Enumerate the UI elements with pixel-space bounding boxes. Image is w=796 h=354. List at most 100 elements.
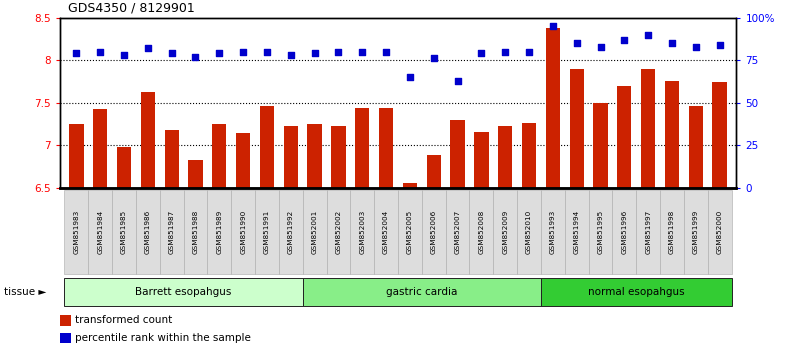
Bar xyxy=(712,82,727,354)
Bar xyxy=(236,133,250,354)
Text: GSM851990: GSM851990 xyxy=(240,210,246,254)
FancyBboxPatch shape xyxy=(541,278,732,306)
Point xyxy=(570,40,583,46)
FancyBboxPatch shape xyxy=(494,190,517,274)
Bar xyxy=(569,69,583,354)
Point xyxy=(594,44,607,50)
Point xyxy=(189,54,202,59)
Text: GSM852000: GSM852000 xyxy=(716,210,723,254)
Text: GSM852005: GSM852005 xyxy=(407,210,413,254)
Text: GSM851993: GSM851993 xyxy=(550,210,556,254)
Bar xyxy=(141,92,155,354)
Text: GSM851997: GSM851997 xyxy=(645,210,651,254)
Text: GSM851988: GSM851988 xyxy=(193,210,198,254)
Text: GSM852003: GSM852003 xyxy=(359,210,365,254)
Text: GSM852006: GSM852006 xyxy=(431,210,437,254)
Text: GSM851999: GSM851999 xyxy=(693,210,699,254)
FancyBboxPatch shape xyxy=(636,190,660,274)
FancyBboxPatch shape xyxy=(446,190,470,274)
Bar xyxy=(689,106,703,354)
Point xyxy=(451,78,464,84)
Bar xyxy=(60,315,71,326)
Text: GSM851986: GSM851986 xyxy=(145,210,151,254)
Bar xyxy=(665,81,679,354)
FancyBboxPatch shape xyxy=(326,190,350,274)
FancyBboxPatch shape xyxy=(398,190,422,274)
Bar xyxy=(189,160,203,354)
Bar xyxy=(283,126,298,354)
Point xyxy=(118,52,131,58)
Text: GSM851995: GSM851995 xyxy=(598,210,603,254)
Text: GSM852008: GSM852008 xyxy=(478,210,485,254)
FancyBboxPatch shape xyxy=(88,190,112,274)
FancyBboxPatch shape xyxy=(64,278,302,306)
Text: GSM852002: GSM852002 xyxy=(335,210,341,254)
Bar xyxy=(546,28,560,354)
Point xyxy=(618,37,630,42)
Point xyxy=(665,40,678,46)
Text: GSM851992: GSM851992 xyxy=(288,210,294,254)
Bar xyxy=(379,108,393,354)
FancyBboxPatch shape xyxy=(302,190,326,274)
Text: GSM851984: GSM851984 xyxy=(97,210,103,254)
Point xyxy=(499,49,512,55)
Point xyxy=(308,51,321,56)
Point xyxy=(284,52,297,58)
Text: GSM852004: GSM852004 xyxy=(383,210,389,254)
Text: GSM851996: GSM851996 xyxy=(622,210,627,254)
Text: GSM851994: GSM851994 xyxy=(574,210,579,254)
Bar xyxy=(69,124,84,354)
Text: GSM852009: GSM852009 xyxy=(502,210,508,254)
Text: transformed count: transformed count xyxy=(75,315,173,325)
Point xyxy=(94,49,107,55)
Text: GSM851989: GSM851989 xyxy=(217,210,222,254)
FancyBboxPatch shape xyxy=(612,190,636,274)
Point xyxy=(547,23,560,29)
FancyBboxPatch shape xyxy=(588,190,612,274)
Bar xyxy=(213,124,227,354)
FancyBboxPatch shape xyxy=(708,190,732,274)
Point xyxy=(260,49,273,55)
FancyBboxPatch shape xyxy=(660,190,684,274)
FancyBboxPatch shape xyxy=(374,190,398,274)
Point xyxy=(404,74,416,80)
Text: GSM851998: GSM851998 xyxy=(669,210,675,254)
Bar xyxy=(117,147,131,354)
Point xyxy=(356,49,369,55)
Point xyxy=(523,49,536,55)
Bar xyxy=(403,183,417,354)
FancyBboxPatch shape xyxy=(184,190,208,274)
Text: tissue ►: tissue ► xyxy=(4,287,46,297)
Text: GSM851987: GSM851987 xyxy=(169,210,174,254)
Bar xyxy=(307,124,322,354)
FancyBboxPatch shape xyxy=(470,190,494,274)
Bar xyxy=(331,126,345,354)
FancyBboxPatch shape xyxy=(208,190,231,274)
Point xyxy=(70,51,83,56)
Point xyxy=(380,49,392,55)
Text: GDS4350 / 8129901: GDS4350 / 8129901 xyxy=(68,1,194,14)
Text: Barrett esopahgus: Barrett esopahgus xyxy=(135,287,232,297)
FancyBboxPatch shape xyxy=(684,190,708,274)
Text: gastric cardia: gastric cardia xyxy=(386,287,458,297)
Point xyxy=(213,51,226,56)
Bar xyxy=(427,155,441,354)
FancyBboxPatch shape xyxy=(64,190,88,274)
Point xyxy=(236,49,249,55)
Bar xyxy=(593,103,607,354)
FancyBboxPatch shape xyxy=(565,190,588,274)
Bar xyxy=(617,86,631,354)
FancyBboxPatch shape xyxy=(231,190,255,274)
Bar xyxy=(451,120,465,354)
Point xyxy=(427,56,440,61)
FancyBboxPatch shape xyxy=(302,278,541,306)
FancyBboxPatch shape xyxy=(255,190,279,274)
Bar xyxy=(474,132,489,354)
Bar xyxy=(355,108,369,354)
FancyBboxPatch shape xyxy=(517,190,541,274)
Bar xyxy=(498,126,513,354)
Text: GSM852010: GSM852010 xyxy=(526,210,532,254)
Bar xyxy=(522,123,537,354)
Point xyxy=(713,42,726,48)
Text: GSM851983: GSM851983 xyxy=(73,210,80,254)
